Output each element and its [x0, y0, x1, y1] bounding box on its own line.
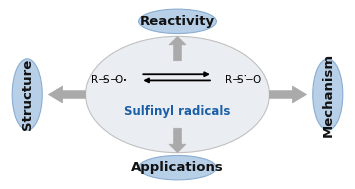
FancyArrow shape — [169, 36, 186, 61]
Text: Mechanism: Mechanism — [321, 52, 334, 137]
Text: Sulfinyl radicals: Sulfinyl radicals — [124, 105, 231, 118]
Text: R$-\!\!$S$-\!\!$O$\boldsymbol{\cdot}$: R$-\!\!$S$-\!\!$O$\boldsymbol{\cdot}$ — [90, 73, 127, 84]
Text: Structure: Structure — [21, 59, 34, 130]
FancyArrow shape — [269, 86, 307, 103]
Text: Reactivity: Reactivity — [140, 15, 215, 28]
Text: Applications: Applications — [131, 161, 224, 174]
Ellipse shape — [313, 59, 343, 130]
FancyArrow shape — [48, 86, 86, 103]
Text: R$-\!\!$S$^{\boldsymbol{\cdot}}\!\!-\!\!$O: R$-\!\!$S$^{\boldsymbol{\cdot}}\!\!-\!\!… — [224, 73, 262, 84]
Ellipse shape — [138, 156, 217, 180]
Ellipse shape — [12, 59, 42, 130]
FancyArrow shape — [169, 128, 186, 153]
Ellipse shape — [138, 9, 217, 33]
Ellipse shape — [86, 36, 269, 153]
